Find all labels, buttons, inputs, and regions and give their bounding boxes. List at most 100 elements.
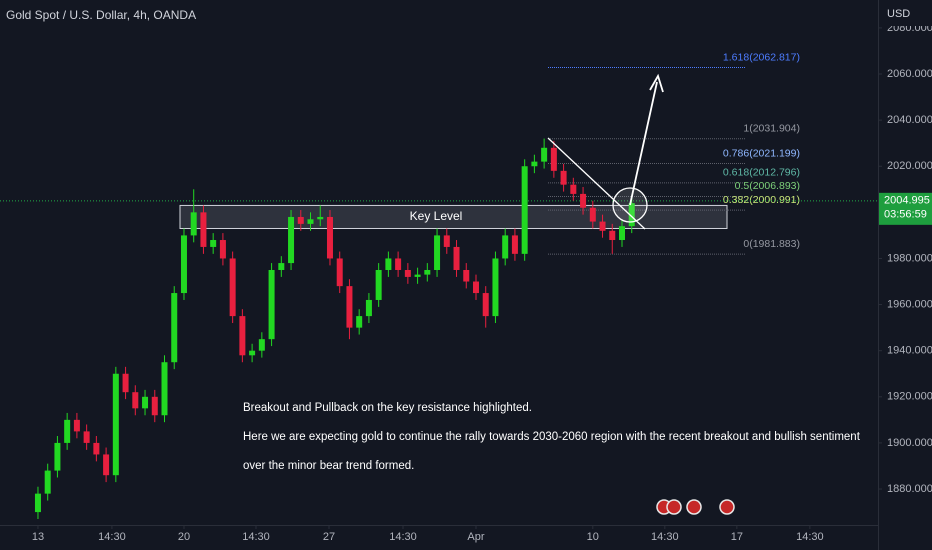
candle-body: [365, 299, 372, 317]
candle-body: [239, 316, 246, 356]
candle-body: [609, 230, 616, 241]
currency-label: USD: [887, 8, 910, 20]
event-icon: [719, 499, 735, 515]
x-tick-label: 10: [587, 531, 599, 543]
last-price-box: [879, 192, 932, 225]
candle-body: [453, 246, 460, 270]
candle-body: [180, 235, 187, 294]
candle-body: [385, 258, 392, 270]
candle-body: [550, 147, 557, 171]
candle-body: [336, 258, 343, 287]
candle-body: [414, 274, 421, 277]
candle-body: [472, 281, 479, 294]
countdown-label: 03:56:59: [884, 209, 927, 221]
candle-body: [297, 216, 304, 224]
candle-body: [599, 221, 606, 231]
candle-body: [570, 184, 577, 194]
x-tick-label: 14:30: [389, 531, 417, 543]
candle-body: [326, 216, 333, 259]
event-icons: [656, 499, 735, 515]
trend-line: [547, 137, 646, 230]
candle-body: [307, 219, 314, 224]
y-tick-label: 1920.000: [887, 391, 932, 403]
candle-body: [618, 226, 625, 241]
key-level-label: Key Level: [410, 209, 463, 223]
candle-body: [288, 216, 295, 264]
arrow-head: [649, 73, 664, 93]
fib-label: 1(2031.904): [743, 123, 800, 135]
event-icon: [686, 499, 702, 515]
fib-label: 0.5(2006.893): [735, 180, 800, 192]
y-tick-label: 2060.000: [887, 68, 932, 80]
y-tick-label: 1880.000: [887, 483, 932, 495]
fib-label: 0.382(2000.991): [723, 194, 800, 206]
last-price-label: 2004.995: [884, 195, 930, 207]
candle-body: [502, 235, 509, 259]
candle-body: [54, 442, 61, 471]
fib-label: 1.618(2062.817): [723, 51, 800, 63]
candle-body: [73, 419, 80, 432]
fib-label: 0.618(2012.796): [723, 167, 800, 179]
candle-body: [44, 470, 51, 494]
candle-body: [404, 269, 411, 277]
candle-body: [424, 269, 431, 275]
candle-body: [64, 419, 71, 443]
chart-title: Gold Spot / U.S. Dollar, 4h, OANDA: [6, 8, 196, 22]
currency-bg: [880, 0, 932, 26]
candle-body: [93, 442, 100, 455]
candle-body: [151, 396, 158, 416]
candle-body: [492, 258, 499, 317]
y-tick-label: 1980.000: [887, 252, 932, 264]
candle-body: [210, 240, 217, 247]
candle-body: [628, 203, 635, 227]
x-tick-label: 14:30: [242, 531, 270, 543]
candle-body: [531, 161, 538, 167]
y-tick-label: 2020.000: [887, 160, 932, 172]
candle-body: [83, 431, 90, 443]
candle-body: [317, 216, 324, 220]
fib-label: 0.786(2021.199): [723, 147, 800, 159]
x-tick-label: 17: [731, 531, 743, 543]
x-tick-label: 14:30: [98, 531, 126, 543]
candle-body: [132, 392, 139, 409]
candle-body: [443, 235, 450, 247]
candle-body: [34, 493, 41, 513]
candle-body: [356, 316, 363, 328]
candle-body: [200, 212, 207, 247]
candle-body: [541, 147, 548, 162]
candle-body: [463, 269, 470, 282]
x-tick-label: 20: [178, 531, 190, 543]
candle-body: [589, 207, 596, 222]
under-layer: Key Level 1.618(2062.817) 1(2031.904) 0.786…: [0, 51, 878, 255]
y-tick-label: 1940.000: [887, 345, 932, 357]
candle-body: [258, 339, 265, 351]
candle-body: [142, 396, 149, 409]
y-tick-label: 1960.000: [887, 298, 932, 310]
candle-body: [560, 170, 567, 185]
candle-body: [161, 362, 168, 416]
candle-body: [375, 269, 382, 300]
candle-body: [580, 193, 587, 208]
x-tick-label: 13: [32, 531, 44, 543]
candle-body: [278, 263, 285, 270]
candles: [34, 138, 635, 520]
candle-body: [122, 373, 129, 393]
candle-body: [482, 293, 489, 317]
candle-body: [219, 240, 226, 259]
x-tick-label: 14:30: [651, 531, 679, 543]
event-icon: [666, 499, 682, 515]
arrow-shaft: [629, 81, 658, 206]
candle-body: [434, 235, 441, 270]
candle-body: [112, 373, 119, 476]
candle-body: [521, 166, 528, 254]
candle-body: [229, 258, 236, 317]
annotation: over the minor bear trend formed.: [243, 460, 414, 472]
candle-body: [190, 212, 197, 236]
candle-body: [103, 454, 110, 476]
annotation: Here we are expecting gold to continue t…: [243, 431, 861, 443]
candle-body: [171, 293, 178, 363]
candle-body: [395, 258, 402, 270]
drawings: [547, 73, 664, 230]
x-tick-label: Apr: [467, 531, 484, 543]
